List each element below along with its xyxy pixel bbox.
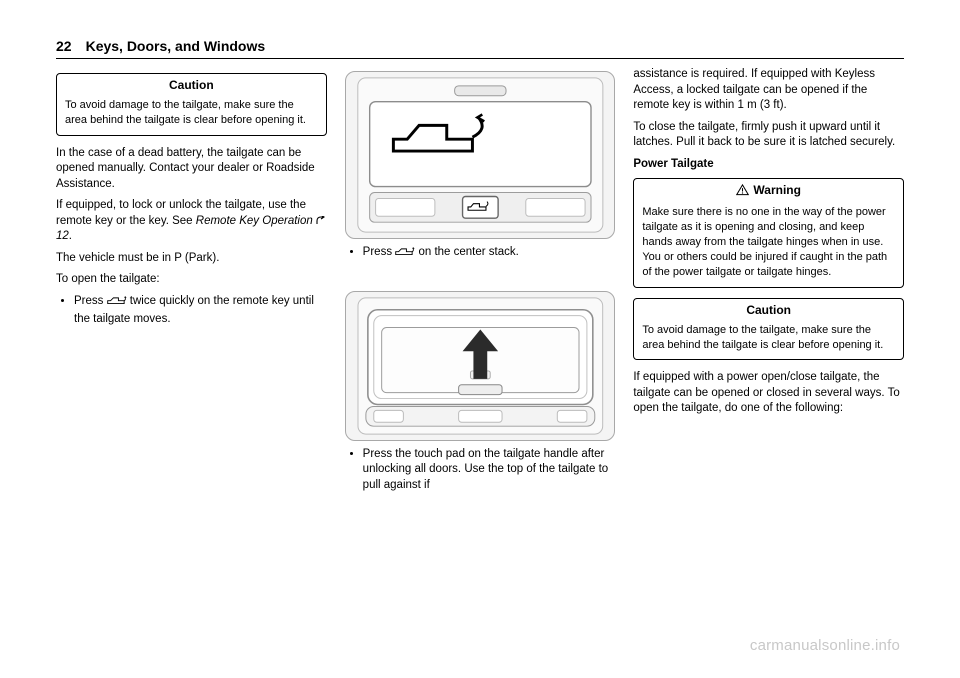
list-item: Press on the center stack. [363,245,616,263]
column-3: assistance is required. If equipped with… [633,67,904,627]
caution-body: To avoid damage to the tailgate, make su… [57,96,326,135]
column-1: Caution To avoid damage to the tailgate,… [56,67,327,627]
paragraph: If equipped with a power open/close tail… [633,370,904,417]
column-2: Press on the center stack. [345,67,616,627]
caution-box-1: Caution To avoid damage to the tailgate,… [56,73,327,136]
paragraph: The vehicle must be in P (Park). [56,251,327,267]
bullet-list: Press the touch pad on the tailgate hand… [345,447,616,494]
warning-body: Make sure there is no one in the way of … [634,203,903,286]
text-run: . [69,230,72,242]
caution-title: Caution [57,74,326,96]
paragraph-continuation: assistance is required. If equipped with… [633,67,904,114]
tailgate-illustration [346,292,615,440]
list-item: Press twice quickly on the remote key un… [74,294,327,327]
text-run: Press [363,246,396,258]
xref-arrow-icon [316,215,326,231]
truck-tailgate-icon [107,294,127,312]
caution-box-2: Caution To avoid damage to the tailgate,… [633,298,904,361]
figure-tailgate-rear [345,291,616,441]
list-item: Press the touch pad on the tailgate hand… [363,447,616,494]
section-title: Keys, Doors, and Windows [86,38,266,54]
text-run: Press [74,295,107,307]
text-run: Press the touch pad on the tailgate hand… [363,448,609,491]
content-columns: Caution To avoid damage to the tailgate,… [56,67,904,627]
manual-page: 22 Keys, Doors, and Windows Caution To a… [0,0,960,678]
warning-triangle-icon [736,184,749,200]
heading-power-tailgate: Power Tailgate [633,157,904,173]
watermark: carmanualsonline.info [750,637,900,654]
warning-title: Warning [634,179,903,203]
page-header: 22 Keys, Doors, and Windows [56,38,904,59]
bullet-list: Press twice quickly on the remote key un… [56,294,327,327]
text-run: on the center stack. [418,246,518,258]
paragraph: To open the tailgate: [56,272,327,288]
caution-body: To avoid damage to the tailgate, make su… [634,321,903,360]
caution-title: Caution [634,299,903,321]
spacer [345,267,616,287]
page-number: 22 [56,38,72,54]
truck-tailgate-icon [395,245,415,263]
paragraph: In the case of a dead battery, the tailg… [56,146,327,193]
figure-center-stack [345,71,616,239]
center-stack-illustration [346,72,615,238]
bullet-list: Press on the center stack. [345,245,616,263]
warning-box: Warning Make sure there is no one in the… [633,178,904,287]
paragraph: To close the tailgate, firmly push it up… [633,120,904,151]
paragraph: If equipped, to lock or unlock the tailg… [56,198,327,245]
